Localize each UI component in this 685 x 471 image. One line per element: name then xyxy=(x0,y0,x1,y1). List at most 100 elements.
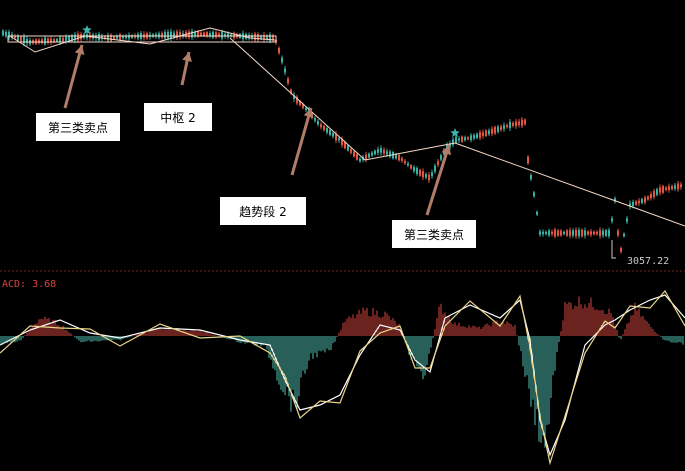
candle xyxy=(200,32,202,36)
macd-lines xyxy=(0,289,685,466)
candle xyxy=(299,100,301,106)
candle xyxy=(41,39,43,44)
candle xyxy=(479,132,481,138)
candle xyxy=(665,187,667,190)
candle xyxy=(398,154,400,161)
candle xyxy=(212,31,214,38)
candle xyxy=(272,35,274,41)
candle xyxy=(221,31,223,39)
candle xyxy=(251,35,253,39)
candle xyxy=(680,184,682,188)
candle xyxy=(170,31,172,39)
candle xyxy=(464,137,466,141)
candle xyxy=(581,229,583,237)
candle xyxy=(167,31,169,39)
trend-line-rebound xyxy=(364,142,456,161)
candle xyxy=(353,151,355,157)
candle xyxy=(674,185,676,189)
candle xyxy=(284,68,286,73)
candle xyxy=(638,200,640,204)
candle xyxy=(404,160,406,164)
candle xyxy=(605,230,607,236)
candle xyxy=(452,139,454,145)
candle xyxy=(293,95,295,99)
candle xyxy=(662,186,664,193)
candle xyxy=(590,231,592,235)
candle xyxy=(434,165,436,172)
candle xyxy=(596,231,598,235)
candle xyxy=(500,126,502,131)
candle xyxy=(575,229,577,237)
candle xyxy=(5,31,7,37)
candle xyxy=(56,38,58,42)
price-candles xyxy=(2,28,682,254)
candle xyxy=(416,168,418,175)
candle xyxy=(659,187,661,193)
candle xyxy=(344,141,346,149)
candle xyxy=(23,36,25,44)
candle xyxy=(578,229,580,237)
candle xyxy=(209,33,211,36)
candle xyxy=(473,135,475,139)
candle xyxy=(656,189,658,195)
candle xyxy=(635,201,637,205)
candle xyxy=(317,121,319,125)
candle xyxy=(155,34,157,37)
candle xyxy=(371,152,373,156)
candle xyxy=(530,175,532,180)
candle xyxy=(227,33,229,38)
candle xyxy=(254,33,256,41)
candle xyxy=(494,127,496,134)
candle xyxy=(350,149,352,153)
dif-line xyxy=(0,294,685,457)
center-2-label: 中枢 2 xyxy=(144,103,212,131)
candle xyxy=(158,33,160,38)
candle xyxy=(383,149,385,154)
candle xyxy=(323,125,325,131)
candle xyxy=(593,231,595,235)
candle xyxy=(554,229,556,237)
arrow-sell-1-head xyxy=(74,45,85,55)
candle xyxy=(359,158,361,162)
candle xyxy=(668,186,670,191)
arrow-sell-1 xyxy=(63,44,84,109)
candle xyxy=(572,230,574,236)
candle xyxy=(503,125,505,129)
candle xyxy=(326,128,328,133)
candle xyxy=(437,161,439,165)
candle xyxy=(320,124,322,128)
candle xyxy=(20,36,22,42)
arrow-trend-2-head xyxy=(303,108,314,119)
trend-line-down-2 xyxy=(454,142,685,227)
candle xyxy=(179,32,181,38)
candle xyxy=(653,191,655,197)
candle xyxy=(248,34,250,39)
candle xyxy=(68,36,70,41)
candle xyxy=(164,31,166,39)
sell-point-star-2 xyxy=(450,128,460,137)
candle xyxy=(560,230,562,236)
candle xyxy=(620,248,622,252)
candle xyxy=(419,169,421,176)
candle xyxy=(2,30,4,36)
candle xyxy=(119,34,121,41)
candle xyxy=(191,31,193,38)
candle xyxy=(413,167,415,172)
candle xyxy=(491,128,493,134)
candle xyxy=(107,35,109,41)
candle xyxy=(407,163,409,166)
candle xyxy=(458,138,460,141)
arrow-trend-2 xyxy=(290,107,313,176)
candle xyxy=(497,126,499,132)
candle xyxy=(302,104,304,108)
candle xyxy=(626,218,628,222)
annotation-arrows xyxy=(63,44,452,216)
candle xyxy=(380,148,382,153)
candle xyxy=(125,35,127,39)
arrow-center-2-head xyxy=(182,52,193,62)
candle xyxy=(188,31,190,38)
candle xyxy=(545,231,547,235)
candle xyxy=(677,183,679,190)
candle xyxy=(431,172,433,177)
candle xyxy=(422,171,424,178)
